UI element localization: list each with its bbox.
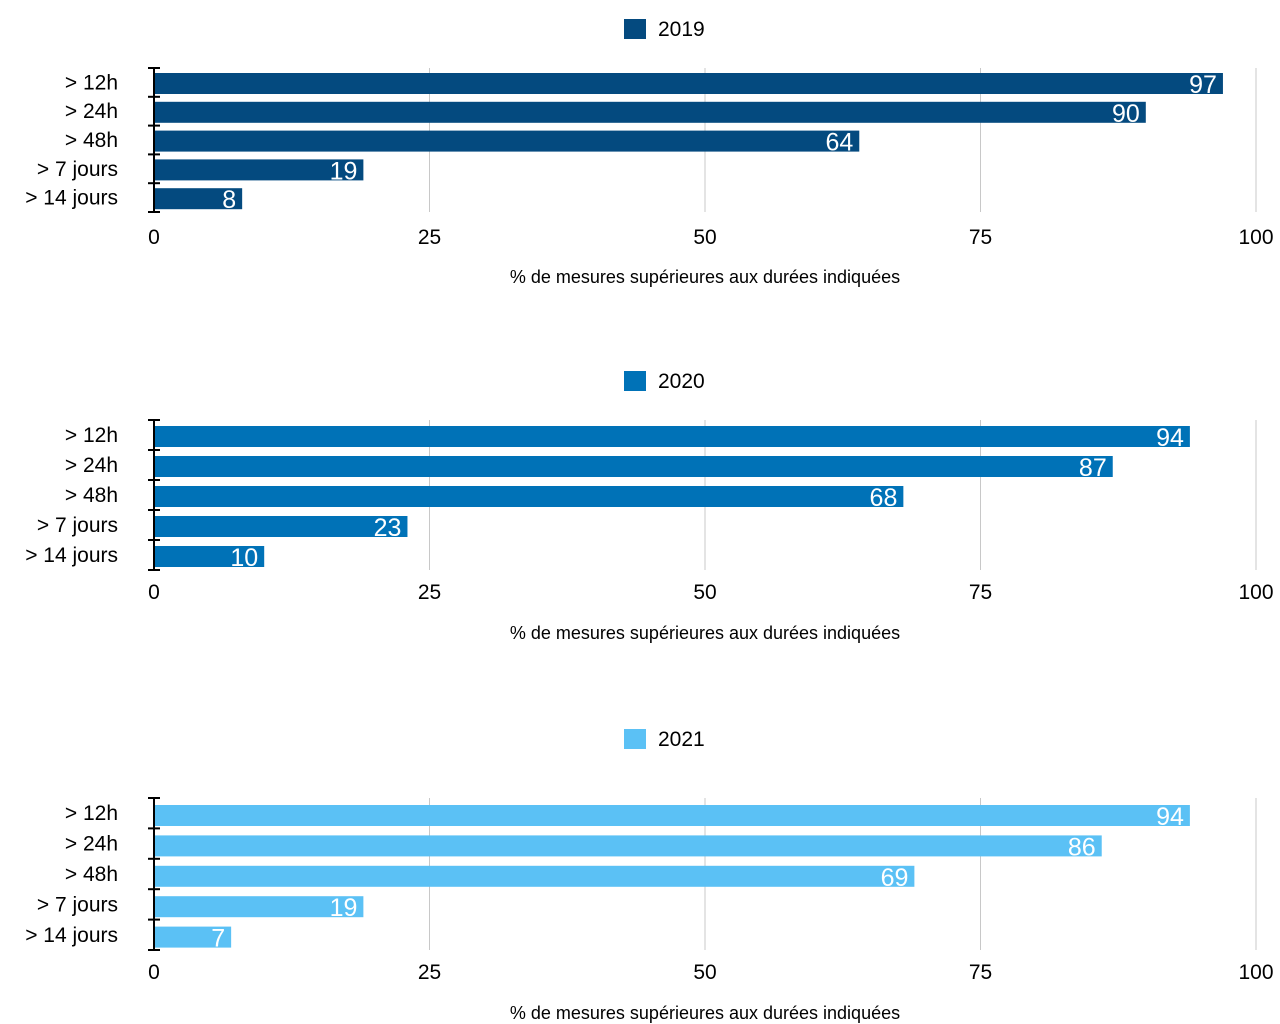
category-label: > 14 jours bbox=[25, 187, 118, 210]
x-axis-title: % de mesures supérieures aux durées indi… bbox=[510, 1003, 900, 1023]
bar bbox=[154, 926, 232, 948]
x-tick-label: 0 bbox=[148, 961, 160, 984]
data-label: 23 bbox=[374, 514, 402, 542]
bar bbox=[154, 835, 1102, 857]
x-axis-title: % de mesures supérieures aux durées indi… bbox=[510, 623, 900, 643]
bar bbox=[154, 546, 265, 567]
bar bbox=[154, 865, 915, 887]
category-label: > 12h bbox=[65, 424, 118, 447]
category-label: > 7 jours bbox=[37, 158, 118, 181]
category-label: > 48h bbox=[65, 863, 118, 886]
x-tick-label: 100 bbox=[1238, 226, 1273, 249]
data-label: 19 bbox=[330, 157, 358, 185]
category-label: > 7 jours bbox=[37, 514, 118, 537]
bar bbox=[154, 159, 364, 181]
legend: 2021 bbox=[624, 728, 705, 751]
data-label: 90 bbox=[1112, 100, 1140, 128]
x-tick-label: 25 bbox=[418, 226, 441, 249]
legend-label: 2019 bbox=[658, 18, 705, 41]
bar bbox=[154, 896, 364, 918]
bar bbox=[154, 188, 243, 210]
x-tick-label: 100 bbox=[1238, 581, 1273, 604]
bar bbox=[154, 426, 1190, 447]
data-label: 64 bbox=[825, 129, 853, 157]
data-label: 10 bbox=[230, 544, 258, 572]
category-label: > 12h bbox=[65, 71, 118, 94]
bar bbox=[154, 805, 1190, 826]
x-tick-label: 25 bbox=[418, 961, 441, 984]
x-tick-label: 25 bbox=[418, 581, 441, 604]
data-label: 94 bbox=[1156, 803, 1184, 831]
x-axis-title: % de mesures supérieures aux durées indi… bbox=[510, 267, 900, 287]
bar bbox=[154, 73, 1223, 94]
category-label: > 12h bbox=[65, 802, 118, 825]
x-tick-label: 100 bbox=[1238, 961, 1273, 984]
legend: 2020 bbox=[624, 370, 705, 393]
data-label: 97 bbox=[1189, 71, 1217, 99]
legend-swatch bbox=[624, 19, 646, 39]
bar bbox=[154, 130, 860, 152]
category-label: > 48h bbox=[65, 484, 118, 507]
bar bbox=[154, 486, 904, 507]
data-label: 68 bbox=[870, 484, 898, 512]
category-label: > 14 jours bbox=[25, 924, 118, 947]
data-label: 69 bbox=[881, 864, 909, 892]
category-label: > 24h bbox=[65, 833, 118, 856]
data-label: 86 bbox=[1068, 833, 1096, 861]
x-tick-label: 50 bbox=[693, 226, 716, 249]
category-label: > 7 jours bbox=[37, 893, 118, 916]
legend-swatch bbox=[624, 371, 646, 391]
x-tick-label: 75 bbox=[969, 226, 992, 249]
x-tick-label: 0 bbox=[148, 581, 160, 604]
category-label: > 14 jours bbox=[25, 544, 118, 567]
category-label: > 48h bbox=[65, 129, 118, 152]
bar bbox=[154, 456, 1113, 477]
bar bbox=[154, 516, 408, 537]
legend-label: 2021 bbox=[658, 728, 705, 751]
legend-swatch bbox=[624, 729, 646, 749]
category-label: > 24h bbox=[65, 454, 118, 477]
x-tick-label: 75 bbox=[969, 961, 992, 984]
legend-label: 2020 bbox=[658, 370, 705, 393]
chart-panel-2020: 2020 94 87 68 23 10 > 12h > 24h > 48h > 7 jours > … bbox=[25, 370, 1273, 643]
data-label: 94 bbox=[1156, 424, 1184, 452]
chart-panel-2021: 2021 94 86 69 19 7 > 12h > 24h > 48h > 7 jours > 1… bbox=[25, 728, 1273, 1023]
data-label: 7 bbox=[211, 925, 225, 953]
legend: 2019 bbox=[624, 18, 705, 41]
data-label: 87 bbox=[1079, 454, 1107, 482]
bar bbox=[154, 101, 1146, 123]
category-label: > 24h bbox=[65, 100, 118, 123]
x-tick-label: 50 bbox=[693, 581, 716, 604]
data-label: 8 bbox=[222, 186, 236, 214]
chart-panel-2019: 2019 97 90 64 19 8 > 12h > 24h > 48h > 7 jours > 1… bbox=[25, 18, 1273, 287]
data-label: 19 bbox=[330, 894, 358, 922]
x-tick-label: 75 bbox=[969, 581, 992, 604]
x-tick-label: 0 bbox=[148, 226, 160, 249]
x-tick-label: 50 bbox=[693, 961, 716, 984]
